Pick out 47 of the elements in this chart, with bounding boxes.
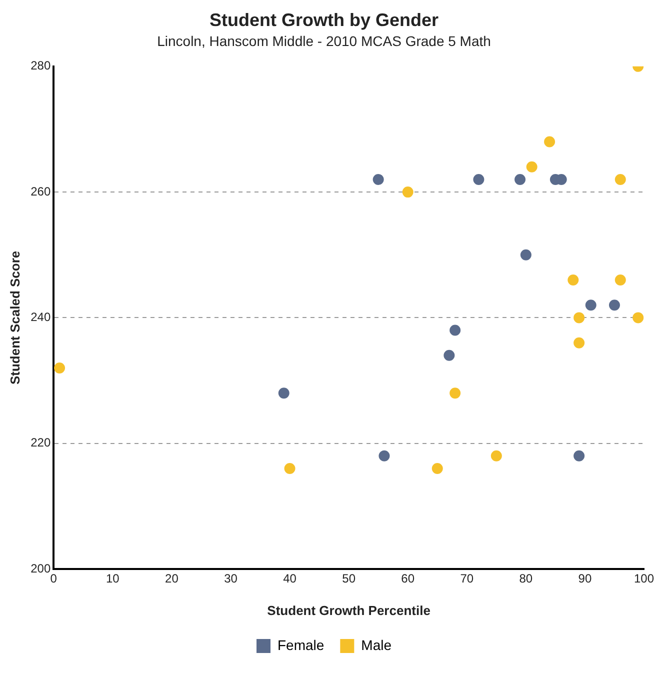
- point: [520, 249, 532, 260]
- x-tick-label: 40: [283, 572, 297, 586]
- x-tick-label: 70: [460, 572, 474, 586]
- point: [585, 300, 596, 311]
- point: [526, 161, 538, 172]
- y-tick-label: 260: [30, 184, 51, 198]
- point: [402, 186, 414, 198]
- x-tick-label: 100: [634, 572, 654, 586]
- point: [574, 337, 585, 348]
- legend-label: Male: [361, 636, 392, 653]
- x-tick-label: 30: [224, 572, 238, 586]
- x-tick-label: 0: [50, 572, 58, 586]
- point: [450, 324, 461, 336]
- point: [574, 450, 585, 462]
- point: [473, 174, 484, 185]
- x-axis-title: Student Growth Percentile: [267, 602, 430, 618]
- point: [432, 462, 443, 474]
- point: [372, 174, 384, 185]
- point: [614, 274, 626, 286]
- point: [54, 362, 66, 374]
- point: [450, 388, 461, 399]
- y-tick-label: 220: [30, 436, 51, 450]
- point: [614, 174, 626, 185]
- point: [278, 388, 290, 399]
- point: [608, 300, 620, 311]
- x-tick-label: 60: [401, 572, 415, 586]
- point: [568, 274, 579, 286]
- y-tick-label: 280: [30, 58, 51, 73]
- legend-label: Female: [277, 636, 324, 653]
- x-tick-label: 80: [519, 572, 533, 586]
- point: [514, 174, 526, 185]
- point: [284, 462, 296, 474]
- point: [574, 312, 585, 324]
- x-tick-label: 50: [342, 572, 356, 586]
- point: [490, 450, 502, 462]
- x-tick-label: 10: [106, 572, 120, 586]
- chart-title: Student Growth by Gender: [209, 10, 439, 30]
- point: [632, 312, 644, 324]
- point: [444, 350, 455, 361]
- y-tick-label: 240: [30, 310, 51, 324]
- x-tick-label: 90: [578, 572, 592, 586]
- point: [378, 450, 390, 462]
- y-tick-label: 200: [30, 561, 51, 576]
- point: [544, 136, 556, 148]
- y-axis-title: Student Scaled Score: [7, 250, 22, 385]
- x-tick-label: 20: [165, 572, 179, 586]
- chart-subtitle: Lincoln, Hanscom Middle - 2010 MCAS Grade 5 Math: [157, 32, 491, 49]
